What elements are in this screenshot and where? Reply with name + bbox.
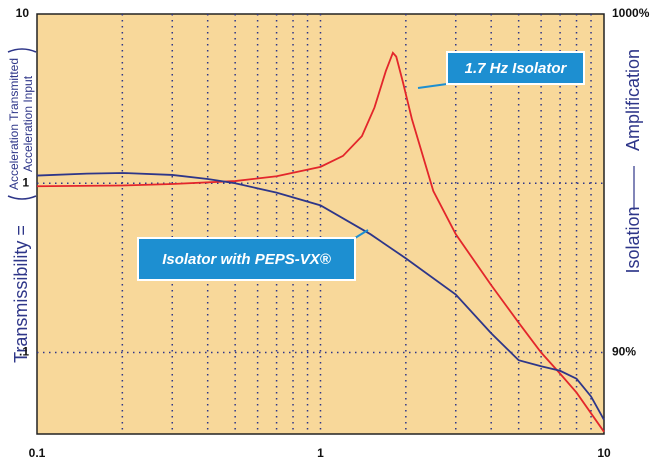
series-line (36, 51, 605, 433)
y-tick-label: 10 (16, 6, 30, 20)
y-axis-title: Transmissibility = Acceleration Transmit… (7, 48, 37, 363)
paren (7, 195, 37, 200)
legend-box (137, 237, 356, 281)
y2-tick-label: 1000% (612, 6, 650, 20)
paren (7, 48, 37, 53)
legend-label: Isolator with PEPS-VX® (162, 251, 332, 268)
legend-leader (417, 83, 448, 89)
y-label: Transmissibility = (11, 225, 31, 363)
x-tick-label: 1 (317, 446, 324, 460)
y-tick-label: .1 (19, 345, 29, 359)
y-tick-label: 1 (22, 175, 29, 189)
y-label-denominator: Acceleration Input (21, 75, 35, 172)
series-line (36, 172, 605, 421)
y2-label-top: Amplification (623, 49, 643, 151)
y2-tick-label: 90% (612, 345, 636, 359)
x-tick-label: 0.1 (29, 446, 46, 460)
y-label-numerator: Acceleration Transmitted (7, 58, 21, 190)
legend-leader (354, 229, 369, 239)
legend-label: 1.7 Hz Isolator (465, 60, 568, 77)
y2-label-bottom: Isolation (623, 206, 643, 273)
legend-box (446, 51, 585, 85)
x-tick-label: 10 (597, 446, 611, 460)
